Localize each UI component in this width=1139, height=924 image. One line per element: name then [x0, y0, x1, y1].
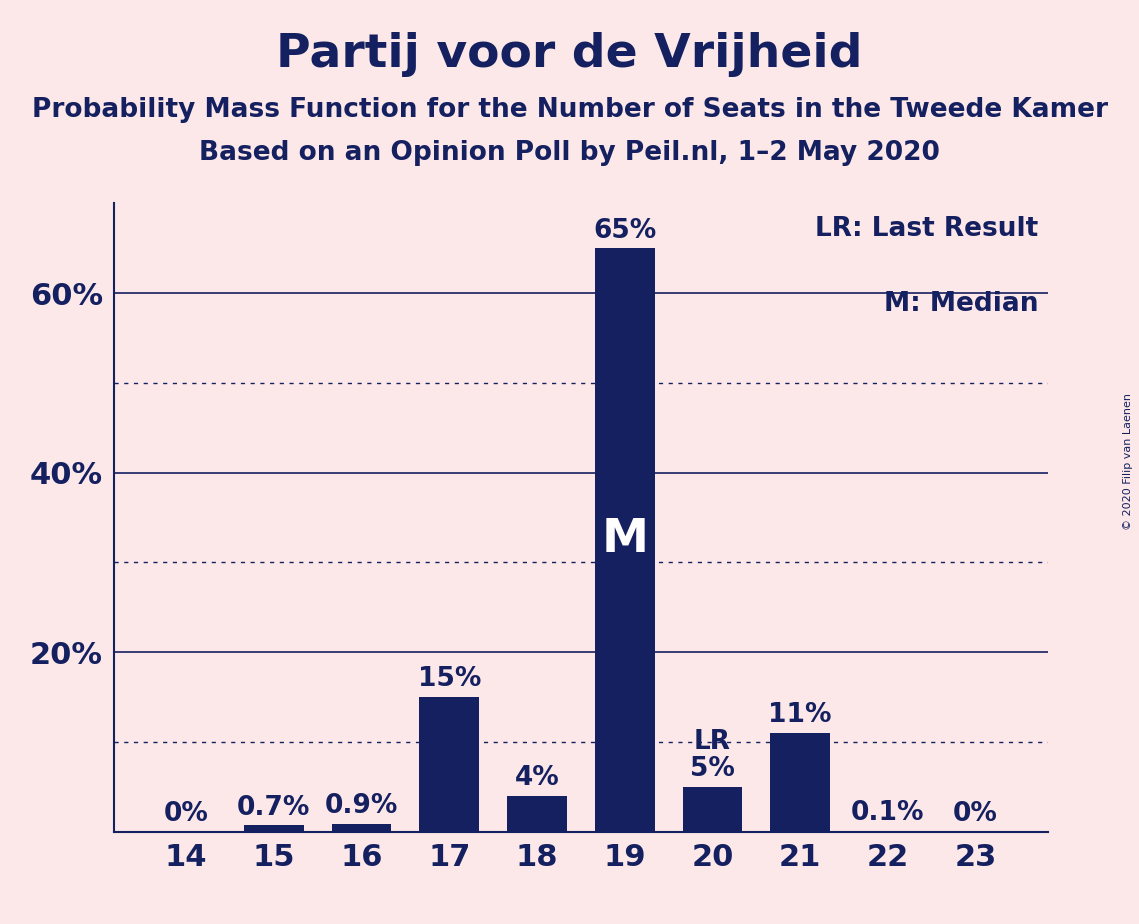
- Bar: [507, 796, 567, 832]
- Bar: [331, 823, 392, 832]
- Bar: [595, 249, 655, 832]
- Text: 65%: 65%: [593, 218, 656, 244]
- Bar: [244, 825, 304, 832]
- Bar: [419, 697, 480, 832]
- Text: 0%: 0%: [953, 801, 998, 827]
- Text: M: M: [601, 517, 648, 563]
- Text: 0%: 0%: [164, 801, 208, 827]
- Text: LR: LR: [694, 729, 731, 755]
- Text: LR: Last Result: LR: Last Result: [816, 216, 1039, 242]
- Text: 15%: 15%: [418, 666, 481, 692]
- Bar: [682, 786, 743, 832]
- Text: Based on an Opinion Poll by Peil.nl, 1–2 May 2020: Based on an Opinion Poll by Peil.nl, 1–2…: [199, 140, 940, 166]
- Text: 0.9%: 0.9%: [325, 793, 399, 819]
- Text: 0.1%: 0.1%: [851, 800, 925, 826]
- Text: © 2020 Filip van Laenen: © 2020 Filip van Laenen: [1123, 394, 1133, 530]
- Text: Probability Mass Function for the Number of Seats in the Tweede Kamer: Probability Mass Function for the Number…: [32, 97, 1107, 123]
- Text: M: Median: M: Median: [884, 291, 1039, 317]
- Bar: [770, 733, 830, 832]
- Text: Partij voor de Vrijheid: Partij voor de Vrijheid: [277, 32, 862, 78]
- Text: 5%: 5%: [690, 756, 735, 783]
- Text: 0.7%: 0.7%: [237, 795, 311, 821]
- Text: 4%: 4%: [515, 765, 559, 791]
- Text: 11%: 11%: [769, 702, 831, 728]
